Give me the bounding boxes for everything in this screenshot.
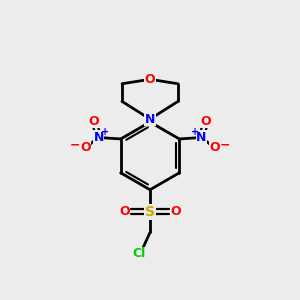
- Text: N: N: [145, 112, 155, 126]
- Text: O: O: [170, 205, 181, 218]
- Text: O: O: [89, 115, 100, 128]
- Text: O: O: [200, 115, 211, 128]
- Text: O: O: [145, 73, 155, 86]
- Text: +: +: [191, 127, 199, 137]
- Text: N: N: [196, 131, 207, 144]
- Text: O: O: [119, 205, 130, 218]
- Text: O: O: [80, 141, 91, 154]
- Text: −: −: [70, 139, 80, 152]
- Text: N: N: [93, 131, 104, 144]
- Text: −: −: [220, 139, 230, 152]
- Text: +: +: [101, 127, 109, 137]
- Text: S: S: [145, 205, 155, 219]
- Text: O: O: [209, 141, 220, 154]
- Text: Cl: Cl: [133, 248, 146, 260]
